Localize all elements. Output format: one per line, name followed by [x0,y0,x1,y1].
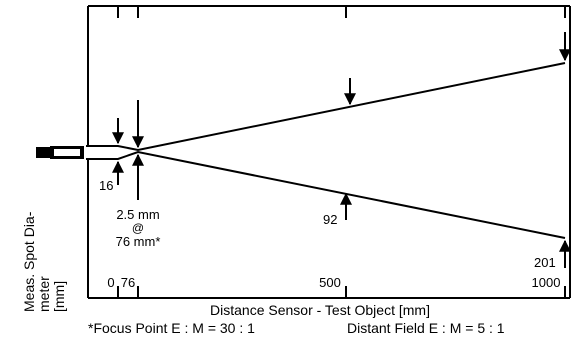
sensor-window [54,149,80,156]
sensor-icon [36,146,84,159]
focus-note-at: @ [132,221,144,235]
y-axis-title-line2: meter [36,276,52,312]
x-tick-label-0: 0 [107,275,114,290]
x-tick-label-500: 500 [319,275,341,290]
x-tick-label-76: 76 [121,275,135,290]
sensor-body-left [36,147,50,158]
beam-upper-edge [86,62,566,152]
spot-label-0: 16 [99,178,113,193]
y-axis-unit: [mm] [51,281,67,312]
x-tick-labels: 0 76 500 1000 [107,275,560,290]
x-tick-label-1000: 1000 [532,275,561,290]
spot-label-1000: 201 [534,255,556,270]
focus-note-size: 2.5 mm [116,207,159,222]
y-axis-title: Meas. Spot Dia- meter [mm] [21,211,67,312]
focus-ratio-note: *Focus Point E : M = 30 : 1 [88,320,255,336]
focus-note: 2.5 mm @ 76 mm* [116,207,161,249]
spot-arrows [112,32,571,268]
focus-note-distance: 76 mm* [116,234,161,249]
tick-marks [117,6,566,298]
diagram-frame [87,5,571,299]
distant-ratio-note: Distant Field E : M = 5 : 1 [347,320,505,336]
x-axis-title: Distance Sensor - Test Object [mm] [210,302,430,318]
y-axis-title-line1: Meas. Spot Dia- [21,211,37,312]
spot-label-500: 92 [323,212,337,227]
